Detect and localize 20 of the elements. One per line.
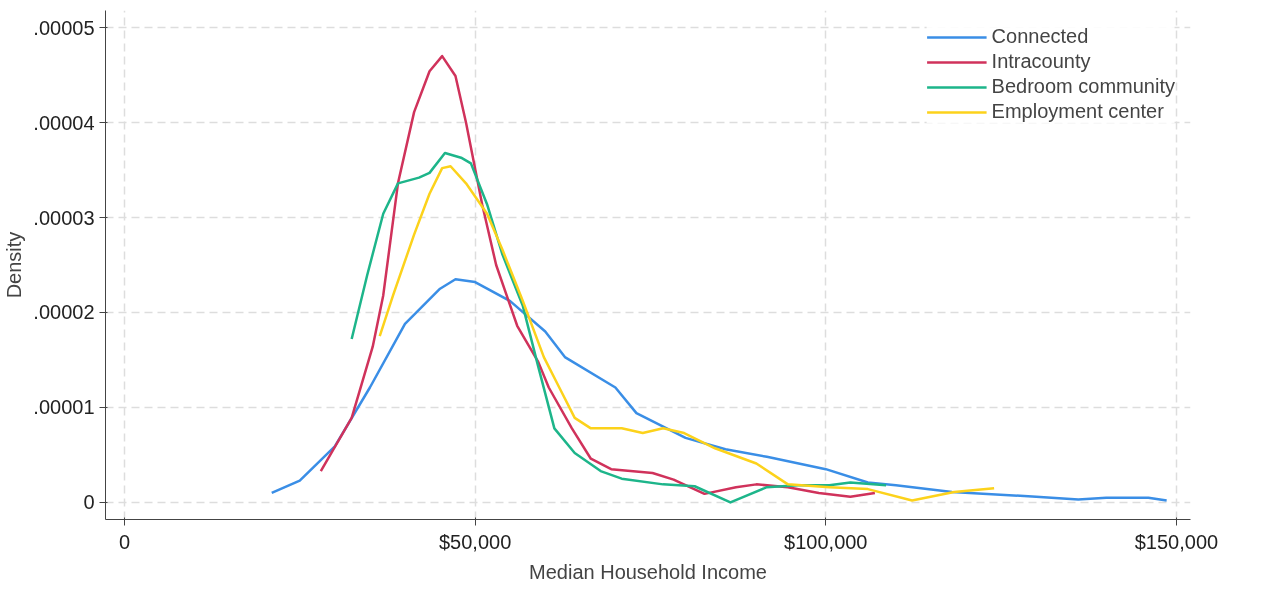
line-series	[270, 277, 1168, 502]
line-series	[319, 54, 877, 498]
legend-label: Connected	[991, 25, 1089, 48]
line-series	[378, 164, 996, 502]
y-axis-title: Density	[3, 231, 26, 299]
legend-label: Employment center	[991, 100, 1164, 123]
y-tick-label: .00004	[33, 111, 95, 134]
y-tick-label: .00001	[33, 396, 95, 419]
x-tick-label: $50,000	[438, 530, 512, 553]
y-tick-label: .00002	[33, 301, 95, 324]
x-axis-title: Median Household Income	[529, 560, 767, 583]
line-series	[350, 151, 888, 504]
x-tick-label: 0	[118, 530, 130, 553]
y-tick-label: .00005	[33, 16, 95, 39]
x-tick-label: $100,000	[784, 530, 868, 553]
legend-label: Bedroom community	[991, 75, 1175, 98]
y-tick-label: .00003	[33, 206, 95, 229]
y-tick-label: 0	[83, 491, 95, 514]
legend-label: Intracounty	[991, 50, 1091, 73]
x-tick-label: $150,000	[1134, 530, 1219, 553]
